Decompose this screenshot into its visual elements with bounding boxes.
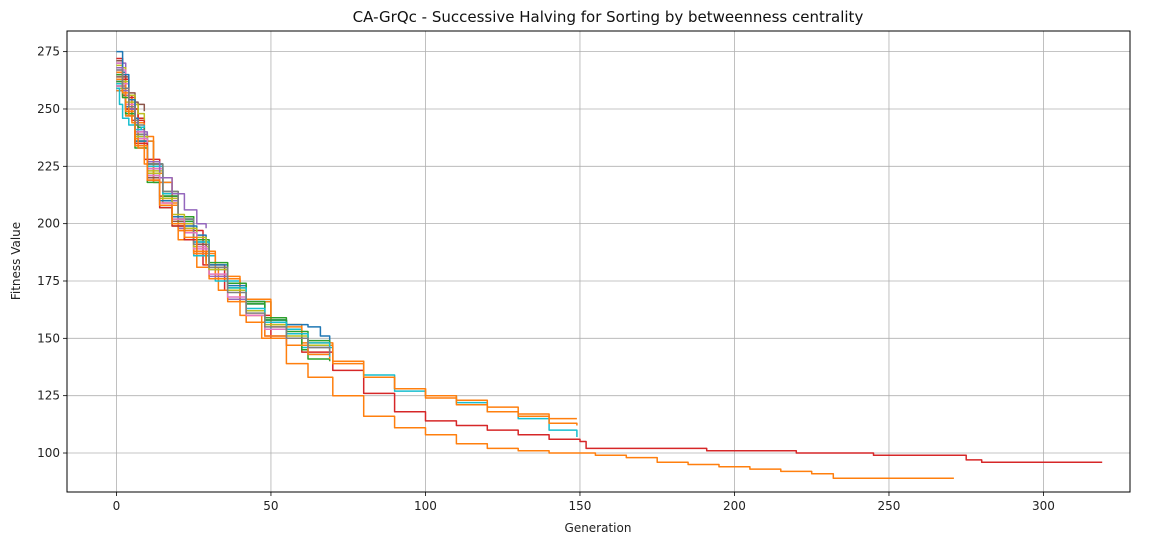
y-tick-label: 100 [37,446,60,460]
y-tick-label: 200 [37,217,60,231]
series-line-15 [116,80,331,355]
y-tick-label: 250 [37,102,60,116]
x-tick-label: 100 [414,499,437,513]
series-line-31 [116,87,146,131]
y-tick-label: 225 [37,159,60,173]
x-axis-label: Generation [565,521,632,535]
y-tick-label: 150 [37,331,60,345]
x-tick-label: 300 [1032,499,1055,513]
y-tick-label: 275 [37,45,60,59]
y-tick-label: 125 [37,389,60,403]
chart-title: CA-GrQc - Successive Halving for Sorting… [353,8,864,26]
x-tick-label: 0 [113,499,121,513]
tick-layer: 0 50 100 150 200 250 300 100 125 150 175 200 225 250 2… [37,45,1055,513]
x-tick-label: 250 [878,499,901,513]
y-axis-label: Fitness Value [9,222,23,300]
plot-area-frame [66,30,1131,493]
x-tick-label: 50 [263,499,278,513]
grid-layer [67,31,1130,492]
x-tick-label: 200 [723,499,746,513]
series-line-23 [116,78,207,265]
series-line-2 [116,80,954,479]
series-line-33 [116,69,145,126]
series-layer [116,50,1103,479]
x-tick-label: 150 [569,499,592,513]
y-tick-label: 175 [37,274,60,288]
